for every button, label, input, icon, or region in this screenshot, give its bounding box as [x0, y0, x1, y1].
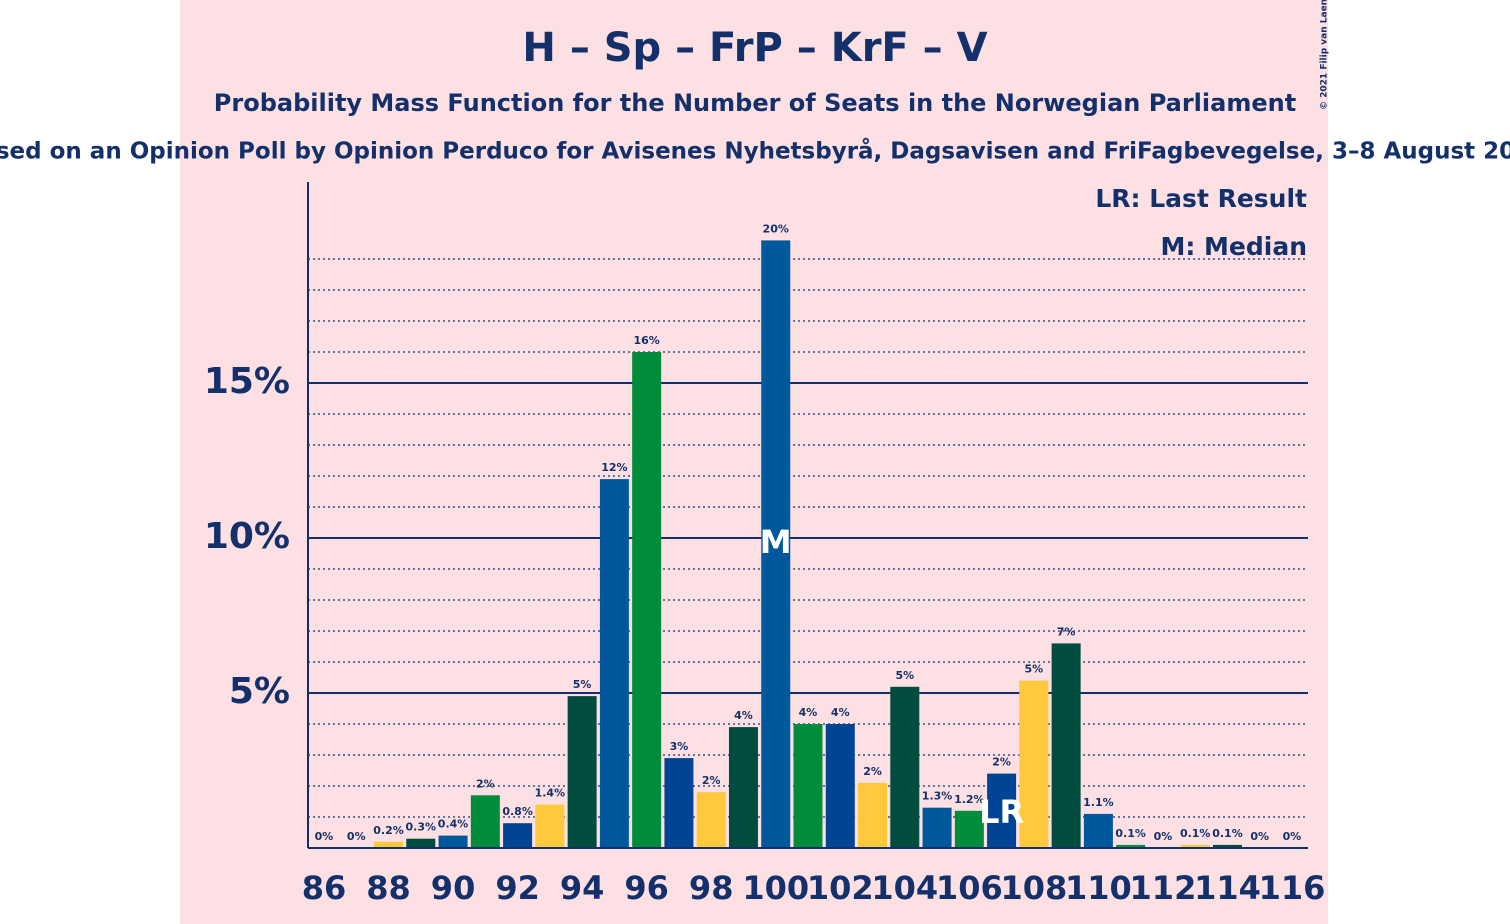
- value-label: 5%: [895, 669, 914, 682]
- copyright: © 2021 Filip van Laenen: [1320, 0, 1330, 110]
- x-tick-label: 100: [742, 869, 809, 907]
- bar: [535, 804, 565, 848]
- x-tick-label: 98: [689, 869, 734, 907]
- value-label: 7%: [1057, 625, 1076, 638]
- x-tick-label: 110: [1065, 869, 1132, 907]
- bar: [470, 795, 500, 848]
- bar: [858, 782, 888, 848]
- bar: [406, 838, 436, 848]
- value-label: 0%: [1154, 830, 1173, 843]
- y-tick-label: 10%: [204, 516, 290, 557]
- value-label: 0.3%: [406, 821, 437, 834]
- chart-subtitle: Probability Mass Function for the Number…: [214, 89, 1296, 117]
- bar: [374, 841, 404, 848]
- chart-title: H – Sp – FrP – KrF – V: [522, 25, 987, 71]
- value-label: 0%: [315, 830, 334, 843]
- value-label: 0.1%: [1212, 827, 1243, 840]
- y-tick-label: 5%: [229, 671, 290, 712]
- value-label: 0.8%: [502, 805, 533, 818]
- bar: [503, 823, 533, 848]
- x-tick-label: 96: [624, 869, 669, 907]
- x-tick-label: 108: [1000, 869, 1067, 907]
- bar: [1180, 844, 1210, 848]
- bar: [632, 352, 662, 848]
- value-label: 0.2%: [373, 824, 404, 837]
- x-tick-label: 86: [302, 869, 347, 907]
- bar: [954, 810, 984, 848]
- x-tick-label: 90: [431, 869, 476, 907]
- bar: [825, 724, 855, 848]
- x-tick-label: 102: [807, 869, 874, 907]
- value-label: 16%: [633, 334, 659, 347]
- value-label: 2%: [863, 765, 882, 778]
- bar: [890, 686, 920, 848]
- bar: [728, 727, 758, 848]
- value-label: 0%: [347, 830, 366, 843]
- value-label: 1.4%: [535, 787, 566, 800]
- value-label: 2%: [702, 774, 721, 787]
- value-label: 1.3%: [922, 790, 953, 803]
- value-label: 0.1%: [1180, 827, 1211, 840]
- value-label: 1.1%: [1083, 796, 1114, 809]
- x-tick-label: 88: [366, 869, 411, 907]
- value-label: 3%: [670, 740, 689, 753]
- value-label: 20%: [763, 222, 789, 235]
- x-tick-label: 94: [560, 869, 605, 907]
- bar: [1051, 643, 1081, 848]
- bar: [664, 758, 694, 848]
- value-label: 1.2%: [954, 793, 985, 806]
- x-tick-label: 114: [1194, 869, 1261, 907]
- x-tick-label: 116: [1259, 869, 1326, 907]
- value-label: 4%: [734, 709, 753, 722]
- source-line: Based on an Opinion Poll by Opinion Perd…: [0, 138, 1510, 165]
- value-label: 2%: [476, 777, 495, 790]
- legend-note: LR: Last Result: [1095, 184, 1307, 213]
- bar: [1116, 844, 1146, 848]
- x-tick-label: 92: [495, 869, 540, 907]
- value-label: 4%: [831, 706, 850, 719]
- bar: [987, 773, 1017, 848]
- value-label: 0%: [1283, 830, 1302, 843]
- legend-note: M: Median: [1160, 232, 1307, 261]
- bar: [1083, 813, 1113, 848]
- value-label: 0%: [1250, 830, 1269, 843]
- x-tick-label: 112: [1130, 869, 1197, 907]
- bar: [1212, 844, 1242, 848]
- bar: [567, 696, 597, 848]
- bar: [599, 479, 629, 848]
- bar: [438, 835, 468, 848]
- value-label: 5%: [1025, 663, 1044, 676]
- bar: [793, 724, 823, 848]
- bar: [761, 240, 791, 848]
- value-label: 12%: [601, 461, 627, 474]
- y-tick-label: 15%: [204, 361, 290, 402]
- x-tick-label: 104: [871, 869, 938, 907]
- marker-label: LR: [979, 793, 1024, 831]
- bar: [696, 792, 726, 848]
- x-tick-label: 106: [936, 869, 1003, 907]
- value-label: 2%: [992, 756, 1011, 769]
- value-label: 0.1%: [1115, 827, 1146, 840]
- value-label: 4%: [799, 706, 818, 719]
- value-label: 0.4%: [438, 818, 469, 831]
- marker-label: M: [760, 523, 792, 561]
- value-label: 5%: [573, 678, 592, 691]
- bar: [1019, 680, 1049, 848]
- bar: [922, 807, 952, 848]
